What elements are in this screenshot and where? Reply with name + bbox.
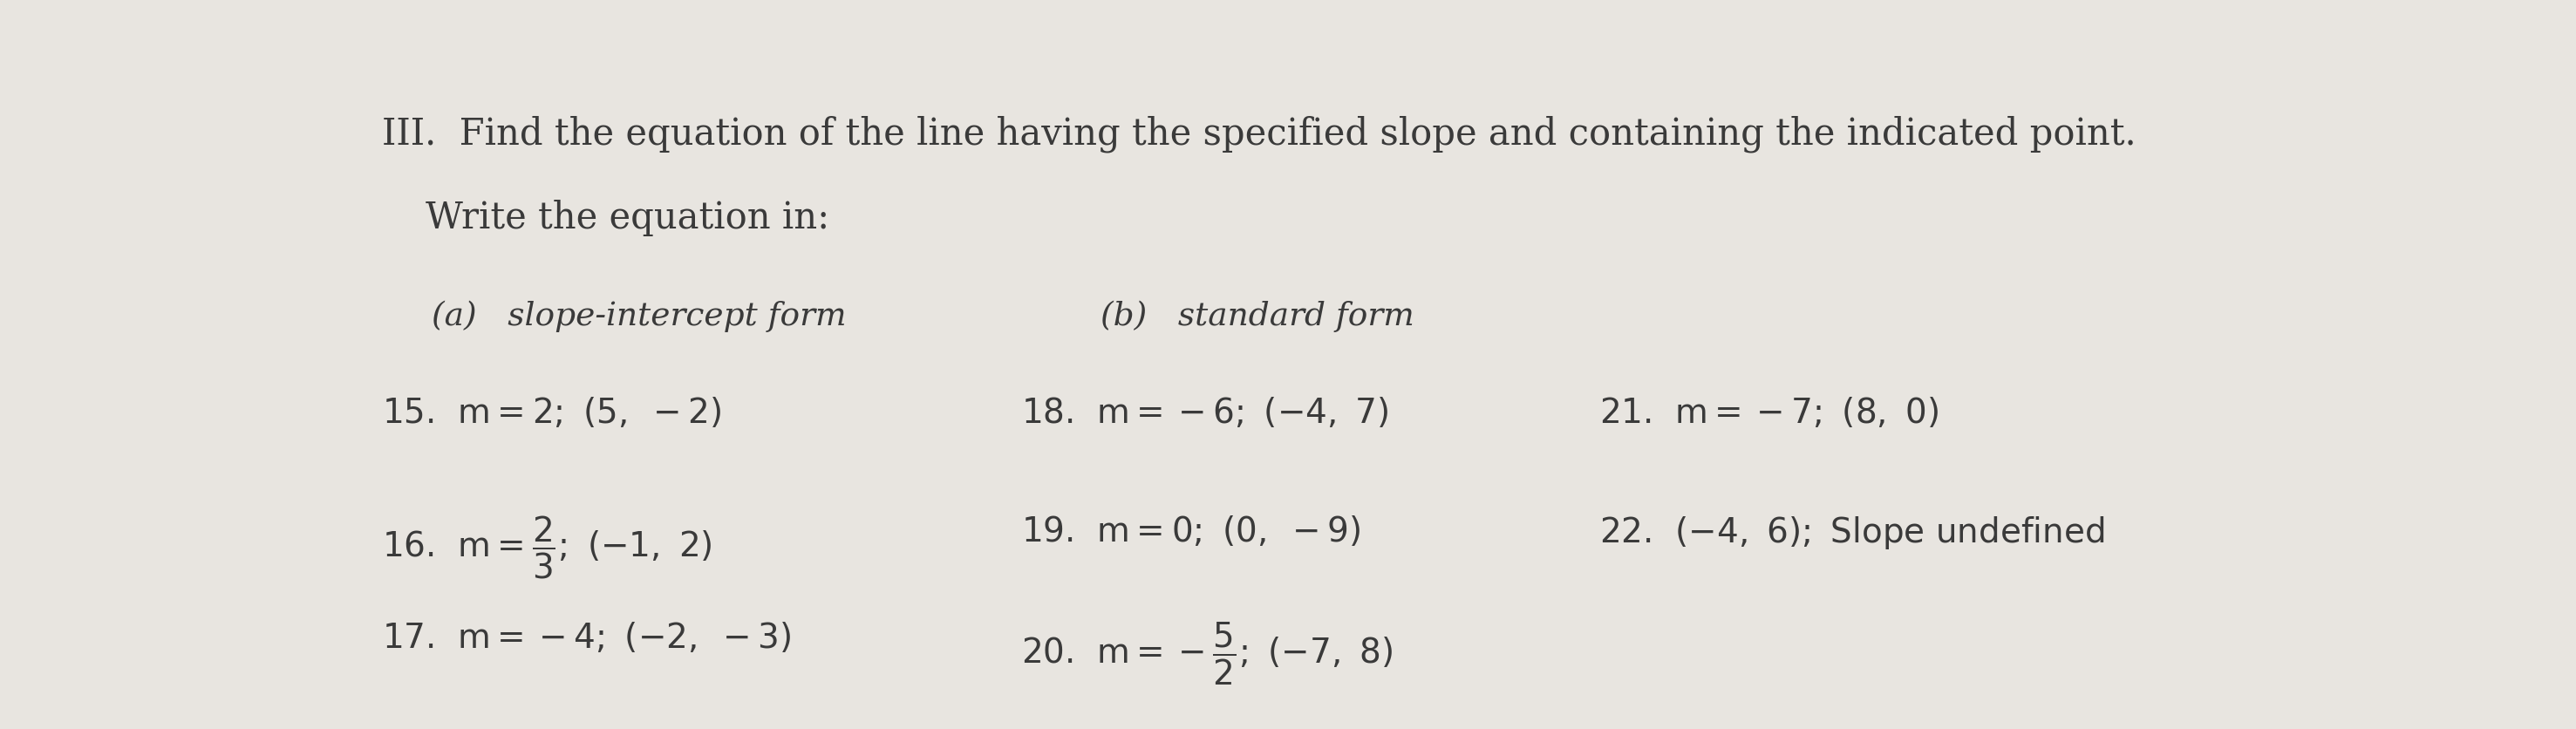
- Text: Write the equation in:: Write the equation in:: [425, 200, 829, 236]
- Text: 19.  $\mathrm{m = 0;\ (0,\ -9)}$: 19. $\mathrm{m = 0;\ (0,\ -9)}$: [1020, 514, 1360, 548]
- Text: 22.  $\mathrm{(-4,\ 6);\ Slope\ undefined}$: 22. $\mathrm{(-4,\ 6);\ Slope\ undefined…: [1600, 514, 2105, 550]
- Text: 15.  $\mathrm{m = 2;\ (5,\ -2)}$: 15. $\mathrm{m = 2;\ (5,\ -2)}$: [381, 397, 721, 430]
- Text: (a)   slope-intercept form: (a) slope-intercept form: [433, 301, 848, 332]
- Text: 20.  $\mathrm{m = -\dfrac{5}{2};\ (-7,\ 8)}$: 20. $\mathrm{m = -\dfrac{5}{2};\ (-7,\ 8…: [1020, 621, 1394, 687]
- Text: 21.  $\mathrm{m = -7;\ (8,\ 0)}$: 21. $\mathrm{m = -7;\ (8,\ 0)}$: [1600, 397, 1940, 430]
- Text: 17.  $\mathrm{m = -4;\ (-2,\ -3)}$: 17. $\mathrm{m = -4;\ (-2,\ -3)}$: [381, 621, 791, 655]
- Text: (b)   standard form: (b) standard form: [1100, 301, 1414, 332]
- Text: III.  Find the equation of the line having the specified slope and containing th: III. Find the equation of the line havin…: [381, 116, 2136, 152]
- Text: 18.  $\mathrm{m = -6;\ (-4,\ 7)}$: 18. $\mathrm{m = -6;\ (-4,\ 7)}$: [1020, 397, 1388, 430]
- Text: 16.  $\mathrm{m = \dfrac{2}{3};\ (-1,\ 2)}$: 16. $\mathrm{m = \dfrac{2}{3};\ (-1,\ 2)…: [381, 514, 711, 580]
